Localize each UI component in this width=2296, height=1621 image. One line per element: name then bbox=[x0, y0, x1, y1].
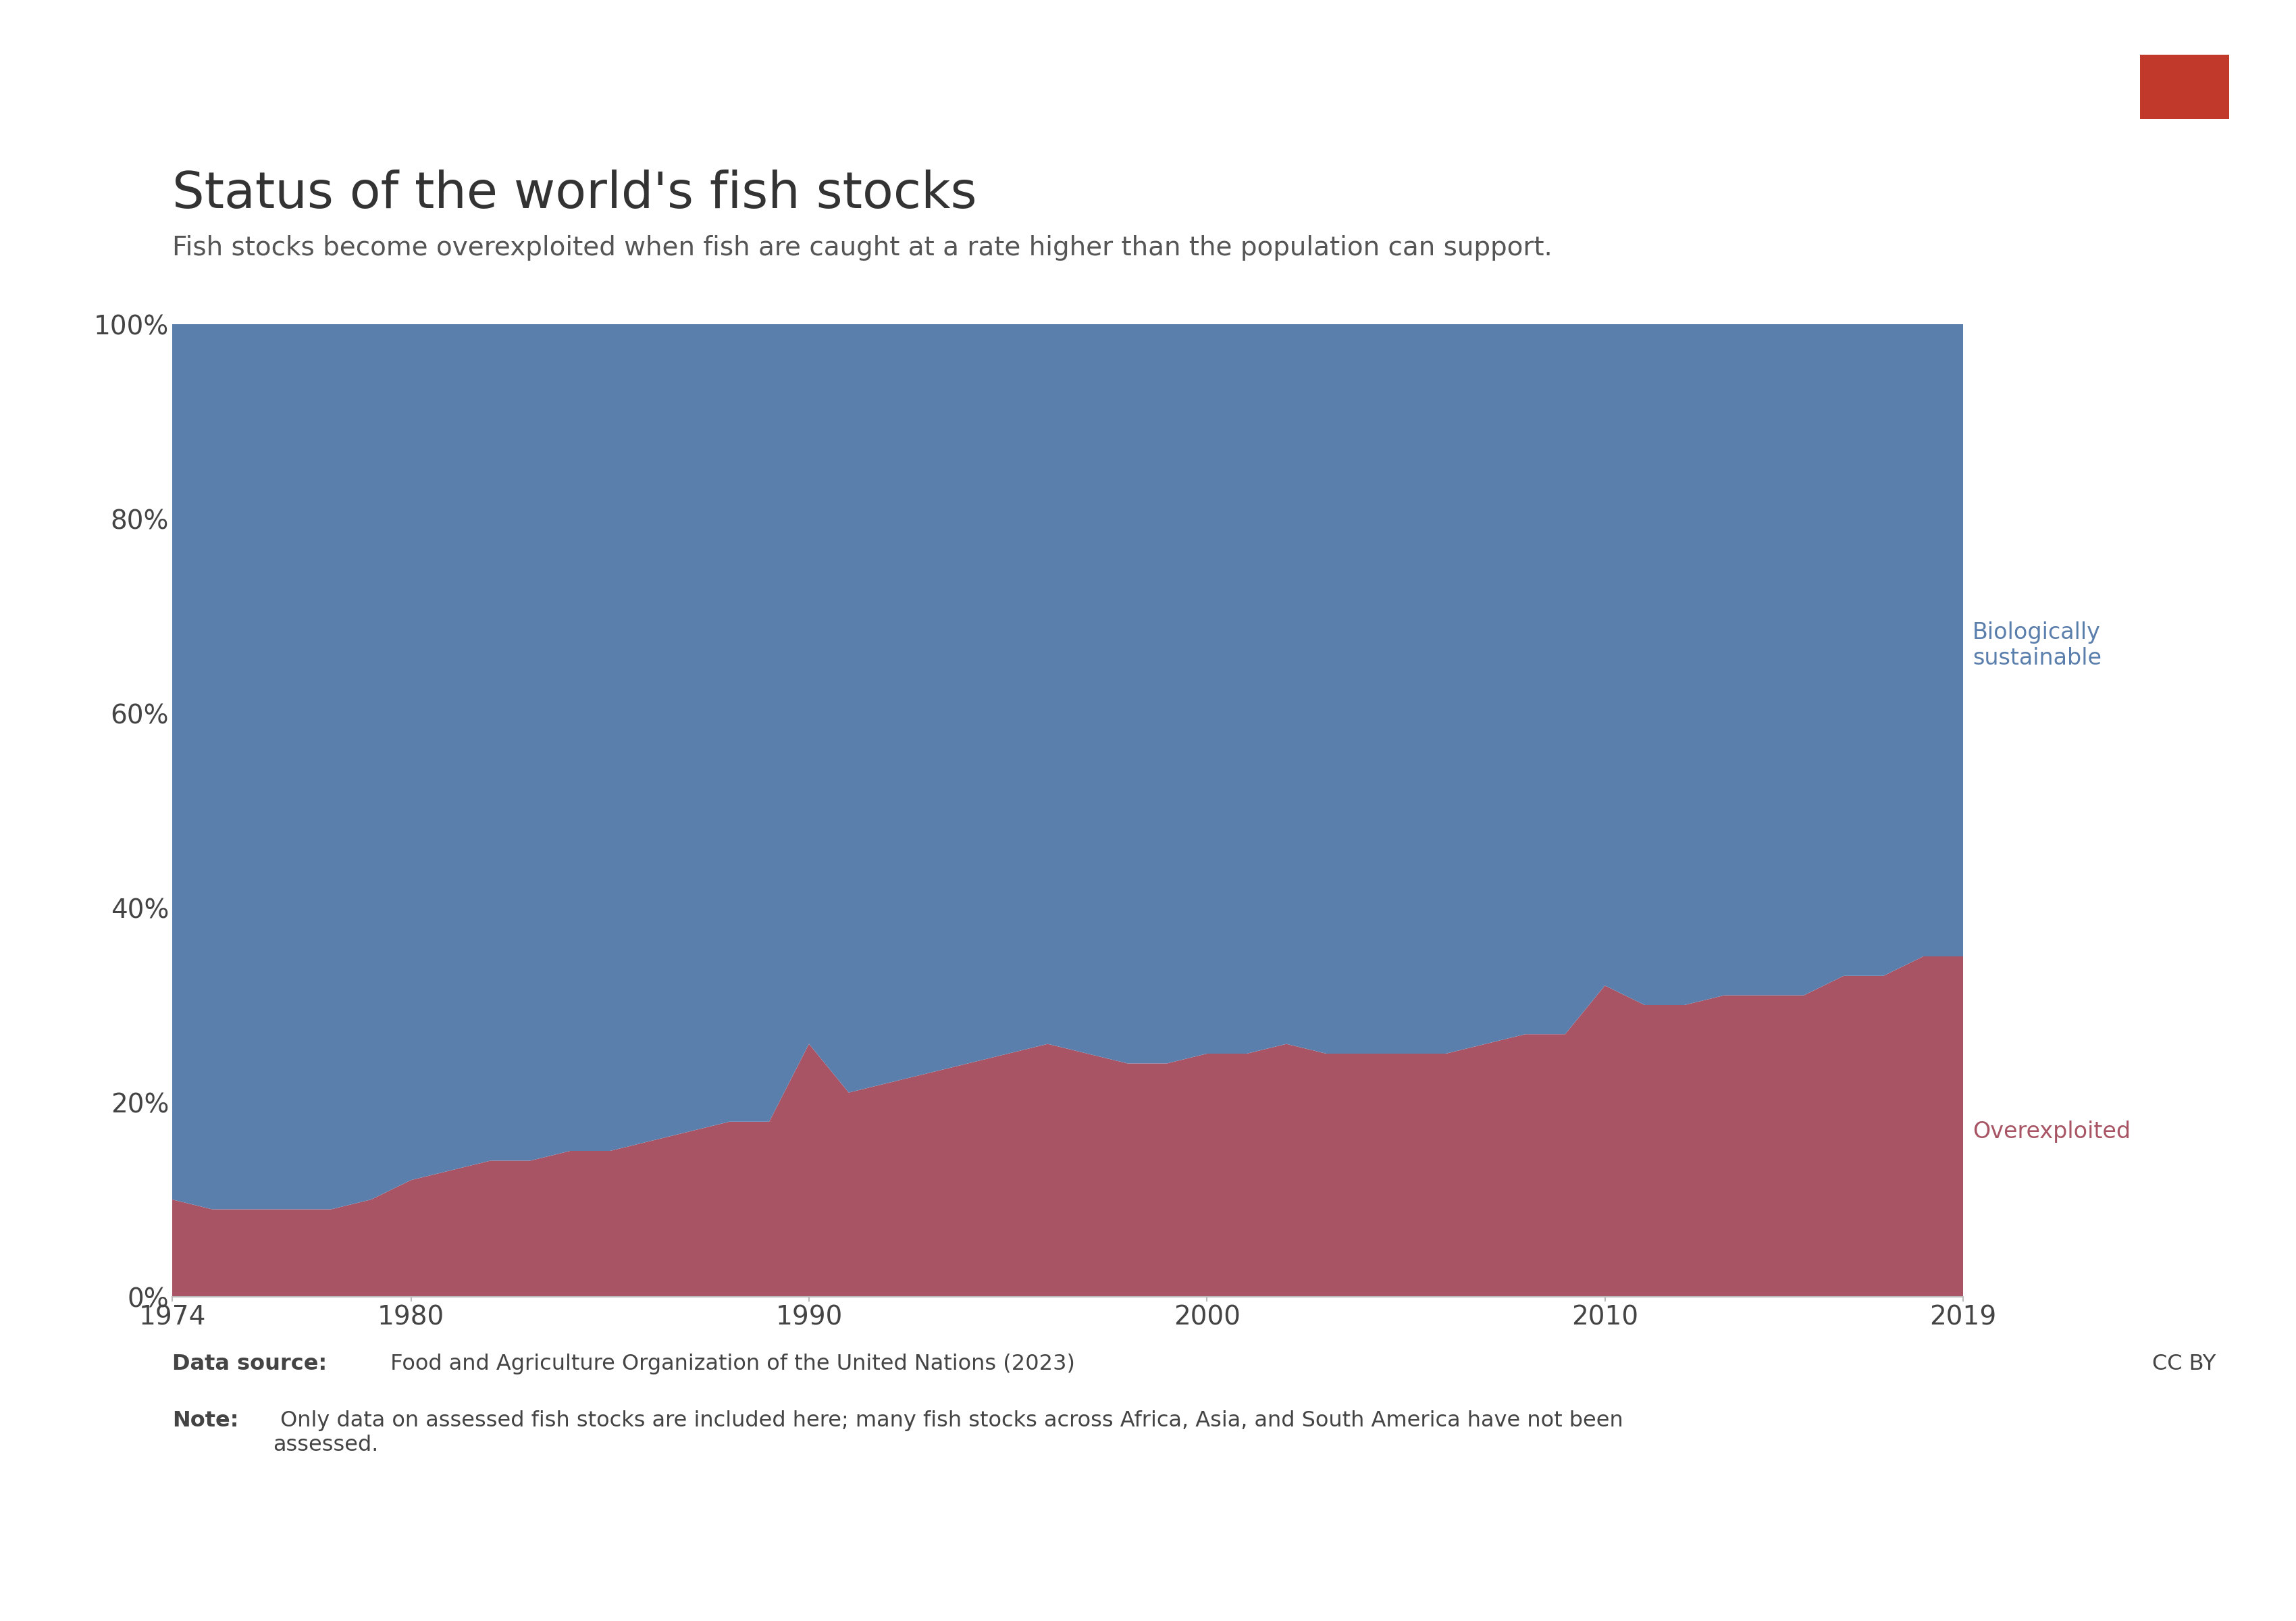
Text: in Data: in Data bbox=[2071, 144, 2149, 164]
Text: Overexploited: Overexploited bbox=[1972, 1120, 2131, 1143]
Bar bbox=[2140, 55, 2229, 118]
Text: Data source:: Data source: bbox=[172, 1354, 326, 1375]
Text: Only data on assessed fish stocks are included here; many fish stocks across Afr: Only data on assessed fish stocks are in… bbox=[273, 1410, 1623, 1456]
Text: Note:: Note: bbox=[172, 1410, 239, 1431]
Text: Food and Agriculture Organization of the United Nations (2023): Food and Agriculture Organization of the… bbox=[383, 1354, 1075, 1375]
Text: CC BY: CC BY bbox=[2151, 1354, 2216, 1375]
Text: Status of the world's fish stocks: Status of the world's fish stocks bbox=[172, 170, 976, 219]
Text: Our World: Our World bbox=[2057, 86, 2163, 105]
Text: Biologically
sustainable: Biologically sustainable bbox=[1972, 621, 2101, 669]
Text: Fish stocks become overexploited when fish are caught at a rate higher than the : Fish stocks become overexploited when fi… bbox=[172, 235, 1552, 261]
